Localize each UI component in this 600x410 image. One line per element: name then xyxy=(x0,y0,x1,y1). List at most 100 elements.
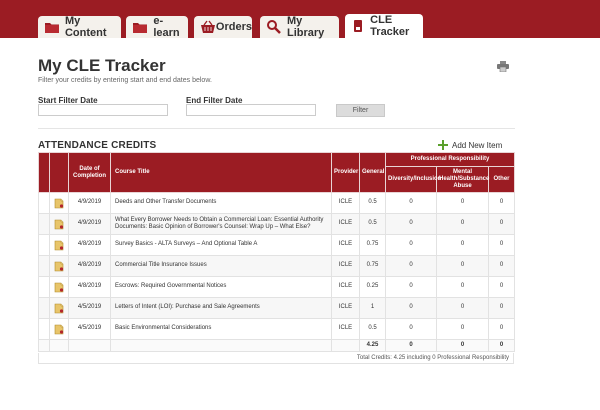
header-date: Date of Completion xyxy=(68,152,111,193)
header-course-title: Course Title xyxy=(110,152,332,193)
cell-diversity: 0 xyxy=(385,213,437,235)
total-credits-line: Total Credits: 4.25 including 0 Professi… xyxy=(38,353,514,364)
document-icon-cell[interactable] xyxy=(49,276,69,298)
totals-blank xyxy=(110,339,332,352)
table-row: 4/5/2019 Basic Environmental Consideratio… xyxy=(38,318,516,340)
tab-label: My Content xyxy=(64,15,107,39)
cell-general: 0.75 xyxy=(359,255,386,277)
cell-diversity: 0 xyxy=(385,297,437,319)
row-select-cell[interactable] xyxy=(38,192,50,214)
document-icon[interactable] xyxy=(54,282,64,293)
page-title: My CLE Tracker xyxy=(38,56,166,75)
table-row: 4/8/2019 Survey Basics - ALTA Surveys – A… xyxy=(38,234,516,256)
tab-orders[interactable]: Orders xyxy=(194,16,252,38)
tab-label: CLE Tracker xyxy=(370,14,410,38)
end-filter-label: End Filter Date xyxy=(186,96,243,105)
document-icon[interactable] xyxy=(54,219,64,230)
top-nav-bar: My Content e-learn Orders My Library CLE… xyxy=(0,0,600,39)
row-select-cell[interactable] xyxy=(38,276,50,298)
document-icon[interactable] xyxy=(54,261,64,272)
end-date-input[interactable] xyxy=(186,104,316,116)
tab-e-learn[interactable]: e-learn xyxy=(126,15,188,39)
row-select-cell[interactable] xyxy=(38,255,50,277)
tab-my-content[interactable]: My Content xyxy=(38,15,121,39)
cell-general: 1 xyxy=(359,297,386,319)
totals-blank xyxy=(68,339,111,352)
cell-course-title: Survey Basics - ALTA Surveys – And Optio… xyxy=(110,234,332,256)
cell-date: 4/8/2019 xyxy=(68,234,111,256)
cell-mental-health: 0 xyxy=(436,297,489,319)
total-other: 0 xyxy=(487,339,516,352)
credits-table: Date of Completion Course Title Provider… xyxy=(38,152,516,352)
cell-provider: ICLE xyxy=(331,255,360,277)
cell-course-title: Letters of Intent (LOI): Purchase and Sa… xyxy=(110,297,332,319)
header-diversity: Diversity/Inclusion xyxy=(385,166,441,193)
tab-label: e-learn xyxy=(153,15,180,39)
document-icon-cell[interactable] xyxy=(49,255,69,277)
document-icon-cell[interactable] xyxy=(49,318,69,340)
totals-blank xyxy=(331,339,360,352)
row-select-cell[interactable] xyxy=(38,234,50,256)
folder-icon xyxy=(132,20,147,34)
document-icon[interactable] xyxy=(54,198,64,209)
header-blank xyxy=(38,152,50,193)
document-icon-cell[interactable] xyxy=(49,234,69,256)
add-new-item-button[interactable]: Add New Item xyxy=(438,140,502,150)
total-general: 4.25 xyxy=(359,339,386,352)
cell-general: 0.5 xyxy=(359,318,386,340)
table-row: 4/8/2019 Commercial Title Insurance Issue… xyxy=(38,255,516,277)
row-select-cell[interactable] xyxy=(38,318,50,340)
document-icon[interactable] xyxy=(54,324,64,335)
start-date-input[interactable] xyxy=(38,104,168,116)
cell-other: 0 xyxy=(487,276,516,298)
total-mental-health: 0 xyxy=(436,339,489,352)
cell-other: 0 xyxy=(487,213,516,235)
row-select-cell[interactable] xyxy=(38,213,50,235)
cell-other: 0 xyxy=(487,192,516,214)
cell-other: 0 xyxy=(487,255,516,277)
cell-course-title: Commercial Title Insurance Issues xyxy=(110,255,332,277)
cell-provider: ICLE xyxy=(331,234,360,256)
header-other: Other xyxy=(487,166,516,193)
lock-icon xyxy=(351,19,364,33)
cell-mental-health: 0 xyxy=(436,213,489,235)
cell-general: 0.5 xyxy=(359,213,386,235)
cell-date: 4/8/2019 xyxy=(68,276,111,298)
cell-date: 4/9/2019 xyxy=(68,192,111,214)
cell-general: 0.75 xyxy=(359,234,386,256)
page-subtitle: Filter your credits by entering start an… xyxy=(38,77,212,84)
tab-cle-tracker[interactable]: CLE Tracker xyxy=(345,14,423,38)
totals-row: 4.25 0 0 0 xyxy=(38,339,516,352)
cell-other: 0 xyxy=(487,297,516,319)
tab-my-library[interactable]: My Library xyxy=(260,15,339,39)
folder-icon xyxy=(44,20,59,34)
cell-provider: ICLE xyxy=(331,213,360,235)
cell-course-title: Basic Environmental Considerations xyxy=(110,318,332,340)
document-icon-cell[interactable] xyxy=(49,213,69,235)
cell-diversity: 0 xyxy=(385,192,437,214)
document-icon[interactable] xyxy=(54,303,64,314)
cell-diversity: 0 xyxy=(385,318,437,340)
filter-button[interactable]: Filter xyxy=(336,104,385,117)
document-icon[interactable] xyxy=(54,240,64,251)
plus-icon xyxy=(438,140,448,150)
cell-mental-health: 0 xyxy=(436,255,489,277)
printer-icon[interactable] xyxy=(497,59,509,73)
document-icon-cell[interactable] xyxy=(49,192,69,214)
row-select-cell[interactable] xyxy=(38,297,50,319)
header-mental-health: Mental Health/Substance Abuse xyxy=(436,166,489,193)
cell-course-title: What Every Borrower Needs to Obtain a Co… xyxy=(110,213,332,235)
cell-date: 4/8/2019 xyxy=(68,255,111,277)
cell-diversity: 0 xyxy=(385,234,437,256)
header-professional-responsibility: Professional Responsibility xyxy=(384,152,516,167)
cell-other: 0 xyxy=(487,234,516,256)
total-diversity: 0 xyxy=(385,339,437,352)
header-provider: Provider xyxy=(331,152,360,193)
basket-icon xyxy=(200,20,215,34)
table-row: 4/8/2019 Escrows: Required Governmental N… xyxy=(38,276,516,298)
magnifier-icon xyxy=(266,20,281,34)
document-icon-cell[interactable] xyxy=(49,297,69,319)
cell-mental-health: 0 xyxy=(436,192,489,214)
cell-provider: ICLE xyxy=(331,297,360,319)
totals-blank xyxy=(38,339,50,352)
